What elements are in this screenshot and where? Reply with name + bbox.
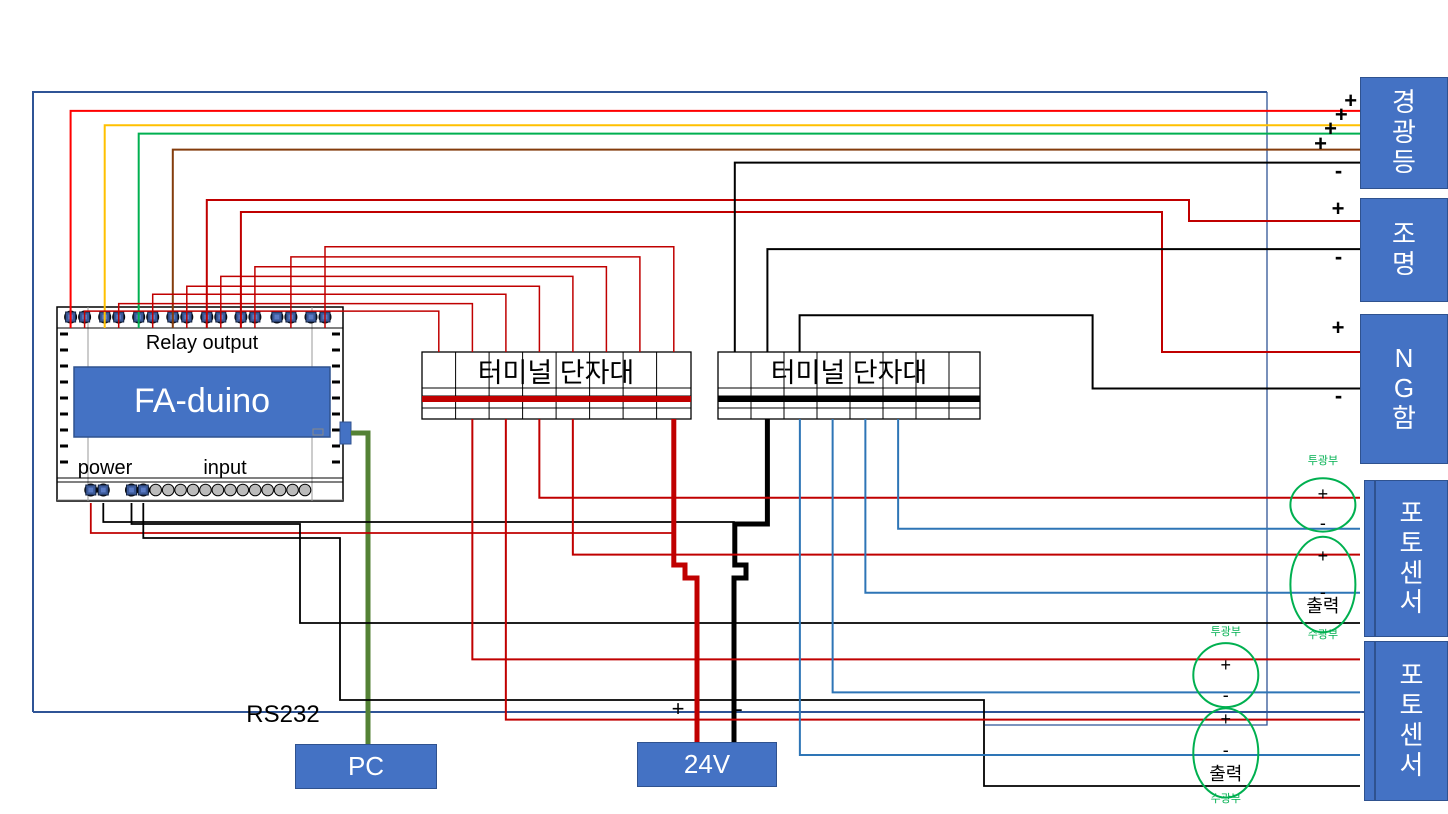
svg-text:터미널 단자대: 터미널 단자대 <box>478 358 635 388</box>
svg-text:Relay output: Relay output <box>146 332 259 354</box>
svg-text:-: - <box>1223 685 1229 705</box>
svg-text:FA-duino: FA-duino <box>134 382 270 420</box>
svg-text:RS232: RS232 <box>246 701 319 728</box>
svg-text:-: - <box>1320 513 1326 533</box>
svg-text:-: - <box>735 696 742 721</box>
svg-text:-: - <box>1335 244 1342 269</box>
svg-text:+: + <box>672 696 685 721</box>
svg-text:+: + <box>1318 546 1329 566</box>
svg-text:+: + <box>1314 131 1327 156</box>
svg-text:power: power <box>78 457 133 479</box>
svg-text:-: - <box>1223 740 1229 760</box>
svg-text:출력: 출력 <box>1209 764 1242 784</box>
svg-text:투광부: 투광부 <box>1308 454 1338 467</box>
svg-text:수광부: 수광부 <box>1308 628 1338 641</box>
svg-text:-: - <box>1335 383 1342 408</box>
svg-text:+: + <box>1221 709 1232 729</box>
svg-text:+: + <box>1332 196 1345 221</box>
svg-text:터미널 단자대: 터미널 단자대 <box>771 358 928 388</box>
svg-text:+: + <box>1318 484 1329 504</box>
svg-text:+: + <box>1221 655 1232 675</box>
svg-text:input: input <box>203 457 247 479</box>
svg-text:+: + <box>1332 315 1345 340</box>
svg-text:수광부: 수광부 <box>1211 792 1241 805</box>
svg-text:투광부: 투광부 <box>1211 625 1241 638</box>
svg-text:-: - <box>1335 158 1342 183</box>
svg-text:출력: 출력 <box>1306 596 1339 616</box>
